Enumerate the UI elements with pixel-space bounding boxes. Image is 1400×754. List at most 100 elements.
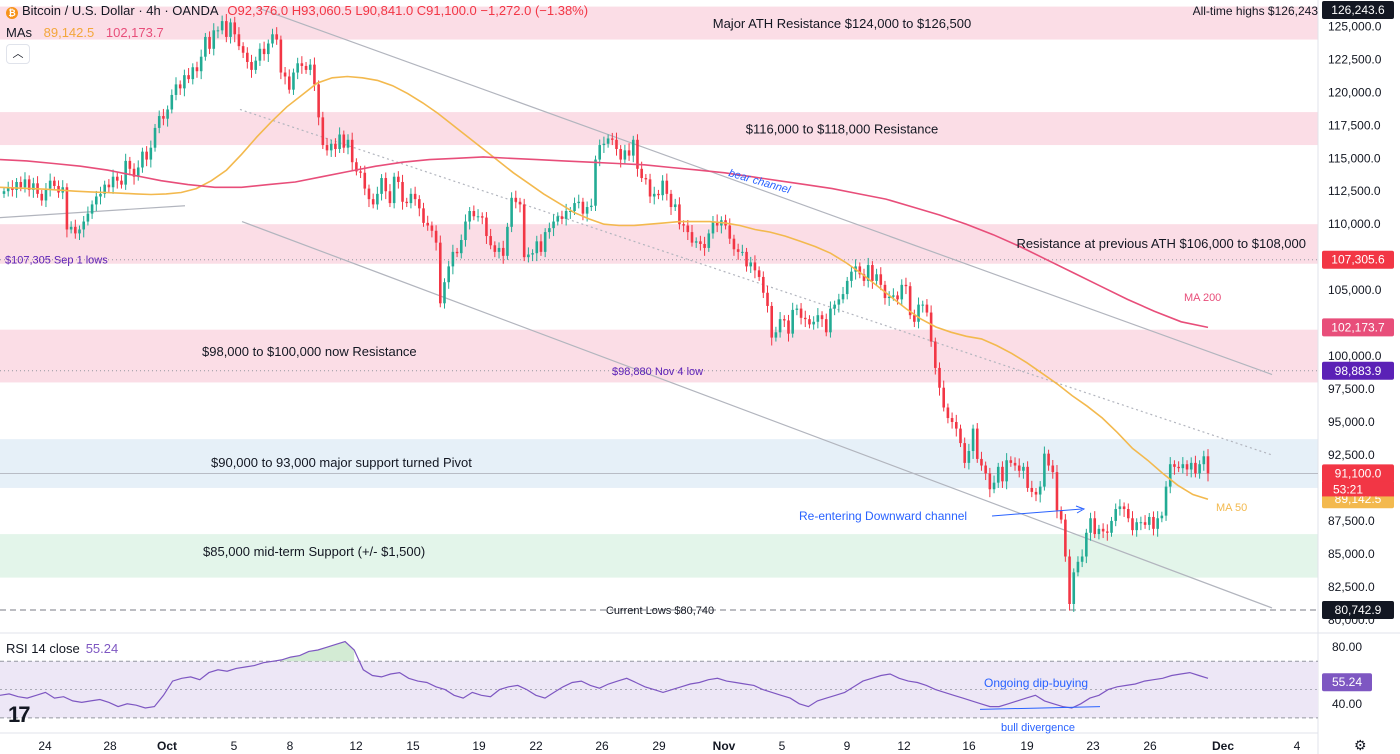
annotation-dip-buying: Ongoing dip-buying — [984, 676, 1088, 690]
candle-body — [976, 429, 979, 459]
price-tick: 92,500.0 — [1328, 448, 1375, 462]
rsi-overbought-fill — [282, 642, 355, 662]
candle-body — [947, 407, 950, 418]
time-tick: 12 — [349, 739, 363, 753]
candle-body — [1114, 509, 1117, 521]
bear-channel-mid — [240, 109, 1272, 455]
time-tick: 24 — [38, 739, 52, 753]
candle-body — [87, 214, 90, 222]
candle-body — [603, 144, 606, 145]
candle-body — [1001, 467, 1004, 482]
candle-body — [443, 282, 446, 303]
candle-body — [963, 443, 966, 463]
level-note: Current Lows $80,740 — [606, 605, 714, 617]
candle-body — [921, 305, 924, 306]
candle-body — [825, 319, 828, 332]
candle-body — [1068, 557, 1071, 604]
candle-body — [993, 483, 996, 490]
price-tick: 115,000.0 — [1328, 151, 1381, 165]
candle-body — [1140, 522, 1143, 523]
time-tick: 5 — [779, 739, 786, 753]
chevron-up-icon[interactable]: ︿ — [6, 44, 30, 64]
candle-body — [640, 169, 643, 178]
candle-body — [263, 49, 266, 54]
candle-body — [196, 67, 199, 71]
candle-body — [129, 161, 132, 169]
candle-body — [284, 73, 287, 77]
candle-body — [926, 305, 929, 313]
candle-body — [796, 309, 799, 310]
candle-body — [691, 232, 694, 243]
tradingview-logo-icon[interactable]: 17 — [8, 702, 28, 728]
candle-body — [1198, 464, 1201, 473]
time-tick: 16 — [962, 739, 976, 753]
candle-body — [145, 152, 148, 160]
annotation-reentering: Re-entering Downward channel — [799, 509, 967, 523]
candle-body — [305, 66, 308, 70]
symbol-title[interactable]: Bitcoin / U.S. Dollar · 4h · OANDA — [22, 3, 218, 18]
candle-body — [208, 37, 211, 49]
candle-body — [791, 310, 794, 334]
annotation-bull-divergence: bull divergence — [1001, 722, 1075, 734]
candle-body — [66, 187, 69, 229]
candle-body — [1022, 467, 1025, 471]
time-tick: 5 — [231, 739, 238, 753]
candle-body — [905, 285, 908, 286]
candle-body — [913, 315, 916, 322]
candle-body — [812, 322, 815, 325]
candle-body — [380, 178, 383, 194]
candle-body — [313, 65, 316, 85]
candle-body — [405, 202, 408, 203]
candle-body — [1119, 506, 1122, 509]
rsi-legend[interactable]: RSI 14 close 55.24 — [6, 641, 118, 656]
candle-body — [695, 241, 698, 242]
candle-body — [930, 313, 933, 342]
candle-body — [296, 63, 299, 72]
candle-body — [1156, 518, 1159, 529]
time-tick: Dec — [1212, 739, 1234, 753]
zone-band — [0, 534, 1318, 578]
time-tick: 19 — [472, 739, 486, 753]
chart-header: ₿ Bitcoin / U.S. Dollar · 4h · OANDA O92,… — [6, 3, 588, 19]
time-tick: 26 — [595, 739, 609, 753]
time-tick: 19 — [1020, 739, 1034, 753]
candle-body — [498, 248, 501, 252]
candle-body — [611, 138, 614, 139]
candle-body — [99, 194, 102, 197]
candle-body — [1005, 460, 1008, 481]
candle-body — [829, 309, 832, 333]
candle-body — [783, 319, 786, 320]
candle-body — [1072, 572, 1075, 604]
moving-averages-legend[interactable]: MAs 89,142.5 102,173.7 — [6, 25, 164, 40]
candle-body — [628, 150, 631, 155]
candle-body — [326, 145, 329, 150]
candle-body — [158, 116, 161, 128]
candle-body — [334, 144, 337, 149]
candle-body — [426, 223, 429, 226]
candle-body — [754, 262, 757, 270]
candle-body — [330, 144, 333, 151]
candle-body — [879, 274, 882, 285]
candle-body — [116, 177, 119, 181]
price-badge-text: 98,883.9 — [1335, 364, 1382, 378]
candle-body — [468, 211, 471, 222]
candle-body — [519, 202, 522, 205]
candle-body — [292, 73, 295, 90]
candle-body — [1203, 456, 1206, 464]
candle-body — [418, 199, 421, 208]
candle-body — [401, 182, 404, 202]
settings-gear-icon[interactable]: ⚙ — [1354, 737, 1367, 754]
candle-body — [271, 34, 274, 43]
candle-body — [1123, 506, 1126, 509]
price-tick: 100,000.0 — [1328, 349, 1382, 363]
candle-body — [456, 252, 459, 253]
candle-body — [657, 194, 660, 195]
price-badge-text: 80,742.9 — [1335, 603, 1382, 617]
candle-body — [833, 305, 836, 309]
candle-body — [70, 227, 73, 230]
candle-body — [766, 293, 769, 306]
candle-body — [707, 233, 710, 248]
price-badge-text: 91,100.0 — [1335, 466, 1382, 480]
candle-body — [1043, 454, 1046, 487]
